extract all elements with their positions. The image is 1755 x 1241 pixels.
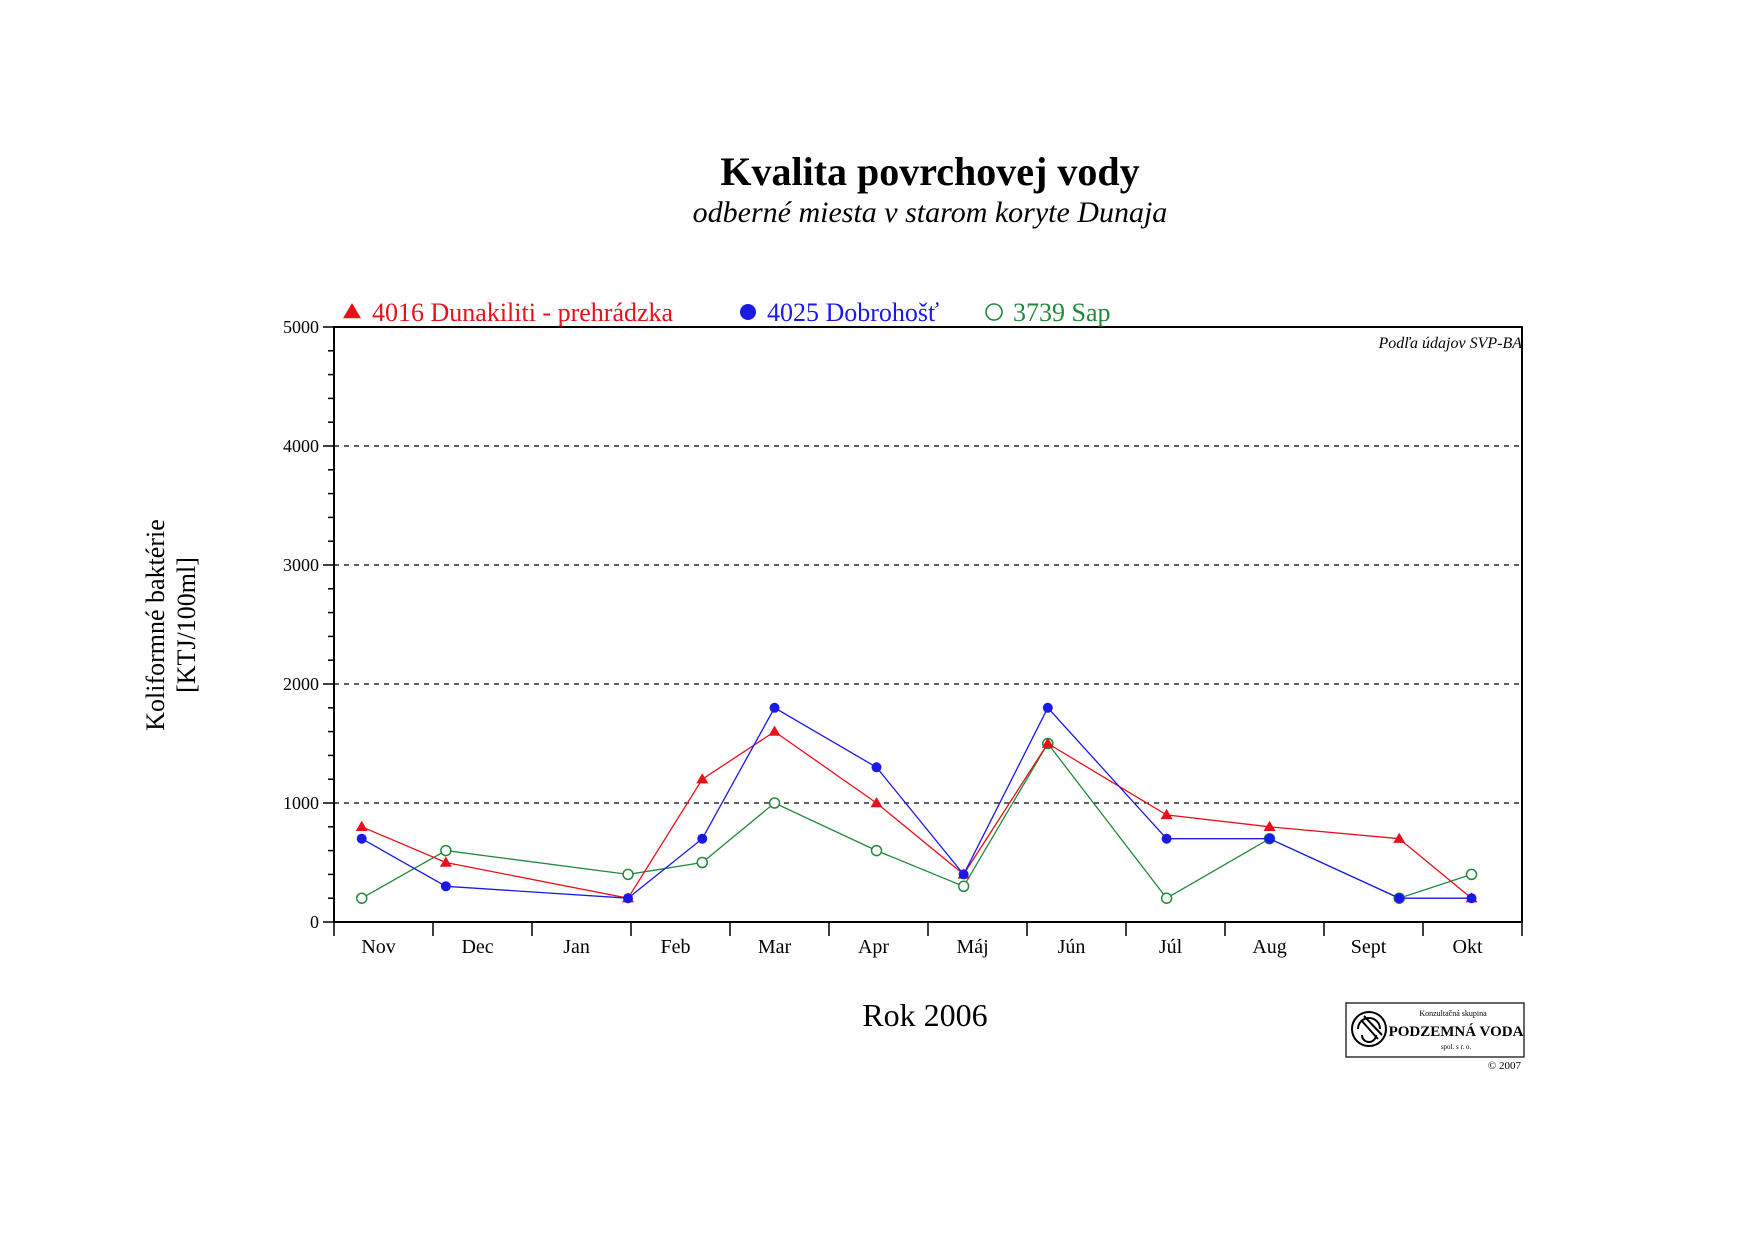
y-tick-label: 1000 — [283, 793, 319, 813]
legend-label: 4025 Dobrohošť — [767, 298, 939, 327]
data-point-open-circle — [1465, 868, 1478, 881]
x-tick-label: Jún — [1058, 936, 1086, 958]
data-point-circle — [1161, 833, 1172, 844]
series-layer — [355, 702, 1478, 904]
y-tick-label: 5000 — [283, 317, 319, 337]
x-tick-label: Sept — [1351, 936, 1387, 958]
data-point-circle — [440, 881, 451, 892]
data-point-triangle — [1393, 832, 1406, 843]
legend-open-circle-icon — [985, 303, 1003, 321]
data-point-triangle — [696, 773, 709, 784]
x-tick-label: Dec — [461, 936, 493, 958]
data-point-circle — [1264, 833, 1275, 844]
legend: 4016 Dunakiliti - prehrádzka 4025 Dobroho… — [343, 298, 1111, 327]
legend-label: 4016 Dunakiliti - prehrádzka — [372, 298, 674, 327]
data-point-circle — [958, 869, 969, 880]
data-point-open-circle — [768, 797, 781, 809]
data-point-triangle — [1160, 808, 1173, 820]
data-point-circle — [769, 702, 780, 713]
data-point-triangle — [1263, 820, 1276, 831]
data-point-circle — [1042, 702, 1053, 713]
y-tick-label: 2000 — [283, 674, 319, 694]
legend-label: 3739 Sap — [1013, 298, 1111, 327]
data-point-triangle — [355, 820, 368, 831]
legend-circle-icon — [740, 304, 756, 320]
data-point-circle — [356, 833, 367, 844]
y-tick-label: 4000 — [283, 436, 319, 456]
x-axis-label: Rok 2006 — [862, 997, 987, 1033]
chart-title: Kvalita povrchovej vody — [720, 149, 1140, 194]
x-tick-label: Feb — [661, 936, 691, 958]
x-tick-label: Apr — [858, 936, 889, 958]
data-point-triangle — [439, 856, 452, 867]
legend-triangle-icon — [343, 303, 361, 319]
data-point-triangle — [768, 725, 781, 736]
data-point-circle — [1466, 893, 1477, 904]
data-point-circle — [1394, 893, 1405, 904]
x-tick-label: Aug — [1252, 936, 1286, 958]
x-tick-label: Mar — [758, 936, 792, 958]
data-point-open-circle — [440, 844, 452, 857]
data-point-open-circle — [355, 892, 368, 904]
x-tick-label: Nov — [361, 936, 395, 958]
data-point-circle — [697, 833, 708, 844]
axes: 0 1000 2000 3000 4000 5000 Nov Dec Jan Feb Mar Apr M… — [283, 317, 1523, 958]
company-logo: Konzultačná skupina PODZEMNÁ VODA spol. … — [1345, 1002, 1525, 1072]
x-tick-label: Jan — [563, 936, 590, 958]
gridlines — [334, 445, 1522, 804]
x-tick-label: Okt — [1453, 936, 1483, 958]
y-axis-label-line1: Koliformné baktérie — [141, 519, 170, 731]
data-point-open-circle — [957, 880, 970, 893]
y-axis-label-line2: [KTJ/100ml] — [172, 557, 201, 693]
data-point-circle — [871, 762, 882, 773]
series-0 — [355, 725, 1478, 903]
series-1 — [356, 702, 1477, 904]
y-tick-label: 0 — [310, 912, 319, 932]
data-point-triangle — [1041, 737, 1054, 748]
data-point-open-circle — [622, 868, 634, 881]
x-tick-label: Máj — [956, 936, 988, 958]
series-line — [361, 742, 1472, 900]
plot-frame — [333, 326, 1523, 923]
data-point-open-circle — [1160, 892, 1173, 904]
chart-subtitle: odberné miesta v starom koryte Dunaja — [692, 196, 1168, 229]
logo-copyright: © 2007 — [1488, 1060, 1522, 1072]
logo-mark-icon — [1351, 1011, 1387, 1047]
logo-sub: spol. s r. o. — [1441, 1043, 1472, 1051]
data-point-circle — [623, 893, 634, 904]
logo-name: PODZEMNÁ VODA — [1389, 1023, 1524, 1040]
logo-top-text: Konzultačná skupina — [1419, 1009, 1487, 1018]
source-note: Podľa údajov SVP-BA — [1377, 335, 1522, 352]
y-tick-label: 3000 — [283, 555, 319, 575]
series-line — [361, 706, 1472, 899]
data-point-open-circle — [696, 856, 709, 869]
series-line — [361, 730, 1472, 899]
data-point-triangle — [870, 797, 883, 808]
x-tick-label: Júl — [1159, 936, 1183, 958]
data-point-open-circle — [870, 844, 883, 857]
